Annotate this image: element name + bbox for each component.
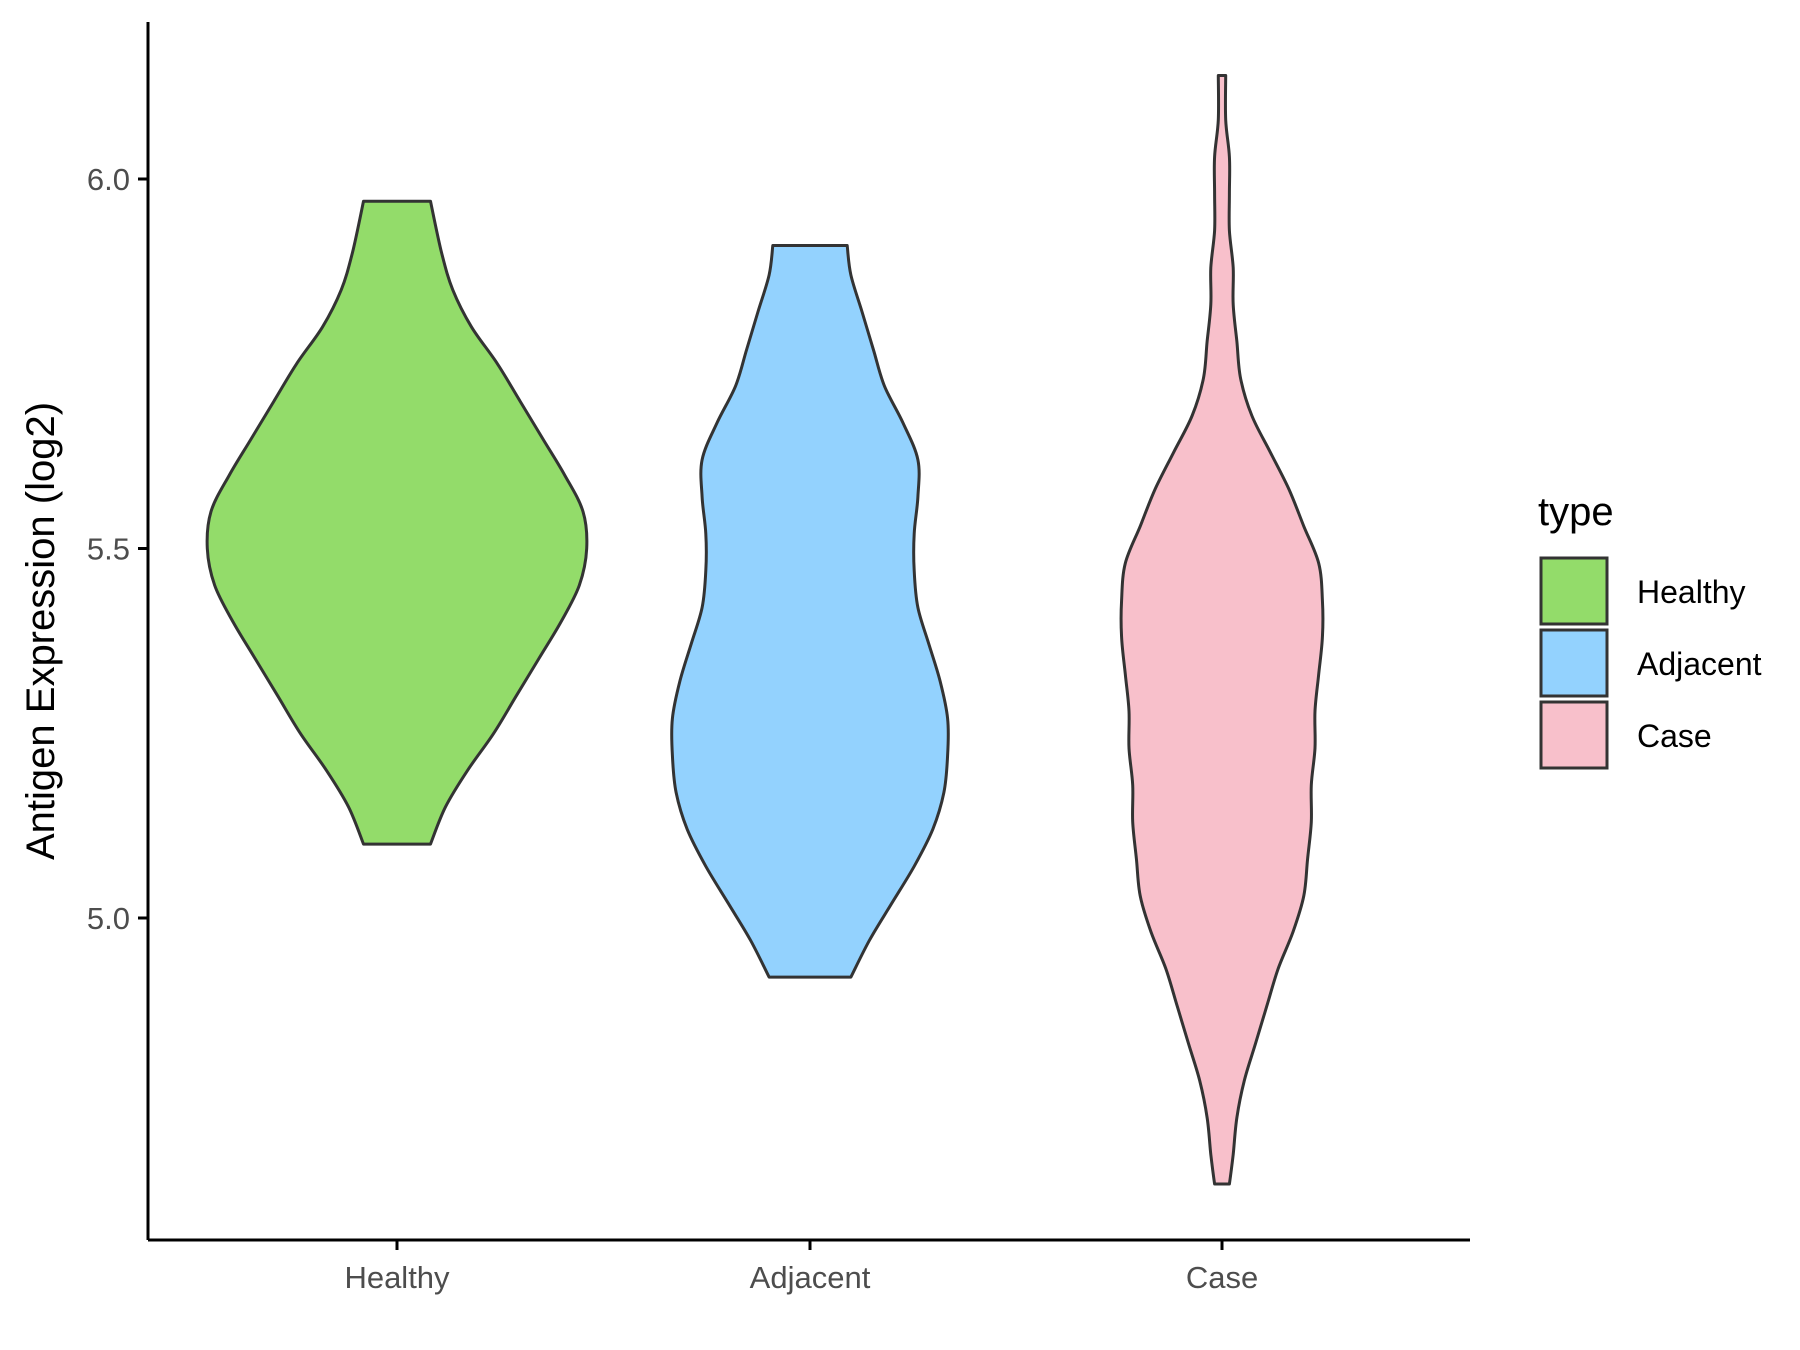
legend-label-case: Case xyxy=(1637,718,1712,754)
x-tick-label: Healthy xyxy=(344,1260,450,1295)
y-axis-title: Antigen Expression (log2) xyxy=(19,402,63,860)
x-ticks: Healthy Adjacent Case xyxy=(344,1240,1258,1295)
y-tick-label: 5.0 xyxy=(87,901,130,936)
violin-adjacent xyxy=(670,244,950,979)
y-tick-label: 5.5 xyxy=(87,532,130,567)
axes: 5.0 5.5 6.0 Healthy Adjacent Case xyxy=(87,22,1470,1295)
legend-title: type xyxy=(1538,490,1614,534)
legend-swatch-healthy xyxy=(1539,556,1609,626)
legend-items: Healthy Adjacent Case xyxy=(1539,556,1762,770)
violin-case xyxy=(1119,74,1325,1186)
y-tick-label: 6.0 xyxy=(87,162,130,197)
x-tick-label: Case xyxy=(1186,1260,1258,1295)
legend-swatch-case xyxy=(1539,700,1609,770)
legend-swatch-adjacent xyxy=(1539,628,1609,698)
legend: type Healthy Adjacent Case xyxy=(1538,490,1762,770)
y-ticks: 5.0 5.5 6.0 xyxy=(87,162,148,936)
legend-label-adjacent: Adjacent xyxy=(1637,646,1762,682)
violin-layer xyxy=(205,74,1325,1186)
legend-label-healthy: Healthy xyxy=(1637,574,1746,610)
x-tick-label: Adjacent xyxy=(750,1260,871,1295)
violin-healthy xyxy=(205,199,589,846)
